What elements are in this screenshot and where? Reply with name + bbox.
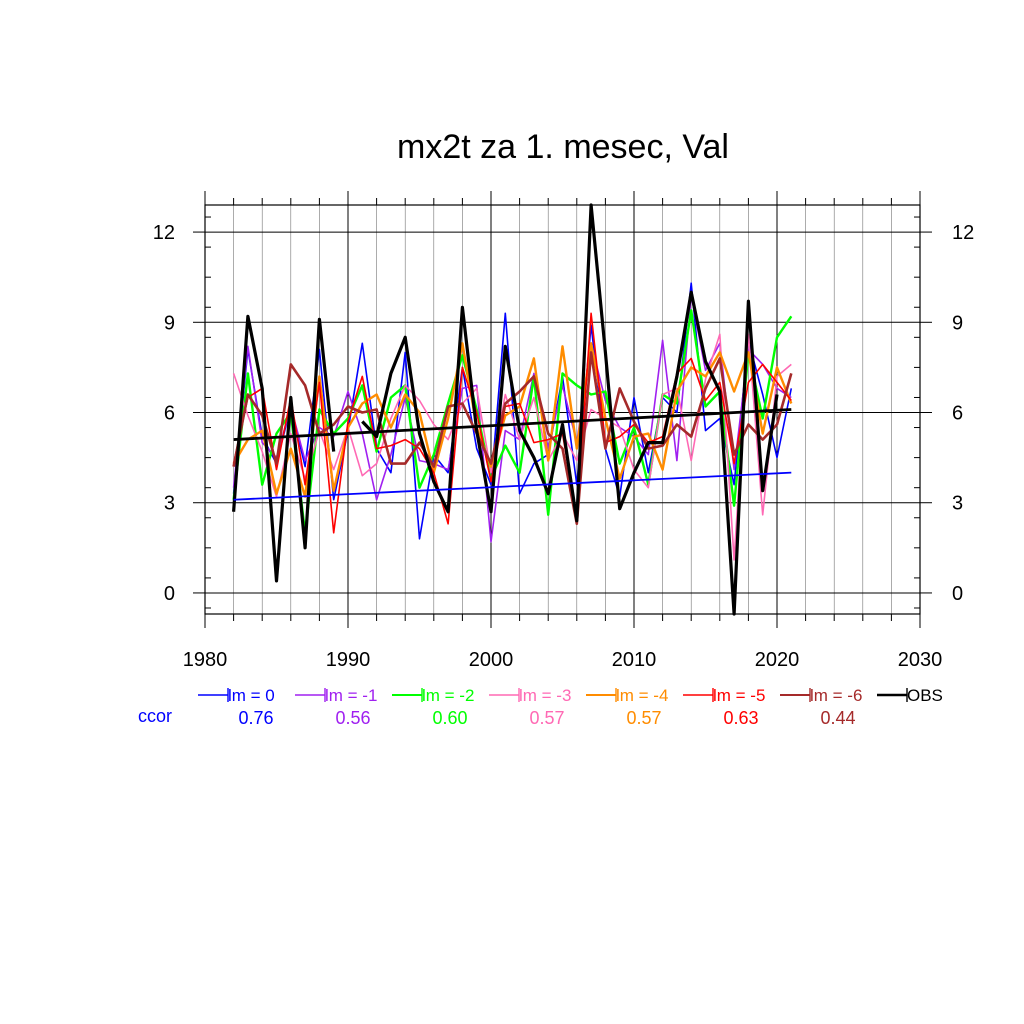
legend-label: lm = 0 [228,686,275,705]
y-tick-label-left: 6 [164,403,175,425]
series-line [232,312,792,534]
trend-line [233,408,792,441]
legend-item: lm = 0 0.76 [198,686,275,728]
ccor-value: 0.44 [820,708,855,728]
chart-title: mx2t za 1. mesec, Val [397,128,729,166]
legend-label: lm = -4 [616,686,668,705]
ccor-value: 0.57 [626,708,661,728]
x-tick-label: 2010 [612,649,657,671]
ccor-value: 0.63 [723,708,758,728]
legend-item: lm = -4 0.57 [586,686,668,728]
tick-labels: 1980 1990 2000 2010 2020 2030 0 0 3 3 6 6 9 9 12 12 [153,222,975,671]
legend-item: lm = -2 0.60 [392,686,474,728]
x-tick-label: 2000 [469,649,514,671]
series-2 [232,309,793,534]
y-tick-label-right: 3 [952,493,963,515]
legend-label: lm = -1 [325,686,377,705]
series-5 [232,312,792,534]
y-tick-label-right: 0 [952,583,963,605]
y-tick-label-left: 3 [164,493,175,515]
legend-label: OBS [907,686,943,705]
legend-label: lm = -2 [422,686,474,705]
series-line [361,203,779,616]
x-tick-label: 2030 [898,649,943,671]
x-tick-label: 2020 [755,649,800,671]
x-tick-label: 1990 [326,649,371,671]
y-tick-label-right: 9 [952,312,963,334]
legend-item: lm = -6 0.44 [780,686,862,728]
legend-label: lm = -5 [713,686,765,705]
series-line [232,314,336,583]
trend-layer [233,408,792,501]
series-7 [232,203,779,616]
legend-item: lm = -3 0.57 [489,686,571,728]
y-tick-label-left: 9 [164,312,175,334]
legend-item: lm = -1 0.56 [295,686,377,728]
trend-line [233,471,792,501]
ccor-label: ccor [138,706,172,726]
y-tick-label-right: 12 [952,222,974,244]
legend-label: lm = -3 [519,686,571,705]
series-line [232,309,793,534]
ccor-value: 0.56 [335,708,370,728]
y-tick-label-left: 12 [153,222,175,244]
series-layer [232,203,793,616]
ccor-value: 0.76 [238,708,273,728]
legend-item: lm = -5 0.63 [683,686,765,728]
legend-item: OBS [877,686,943,705]
ccor-value: 0.60 [432,708,467,728]
plot-frame [193,191,932,628]
y-tick-label-left: 0 [164,583,175,605]
y-tick-label-right: 6 [952,403,963,425]
ccor-value: 0.57 [529,708,564,728]
plot-border [204,204,921,615]
x-tick-label: 1980 [183,649,228,671]
legend-label: lm = -6 [810,686,862,705]
